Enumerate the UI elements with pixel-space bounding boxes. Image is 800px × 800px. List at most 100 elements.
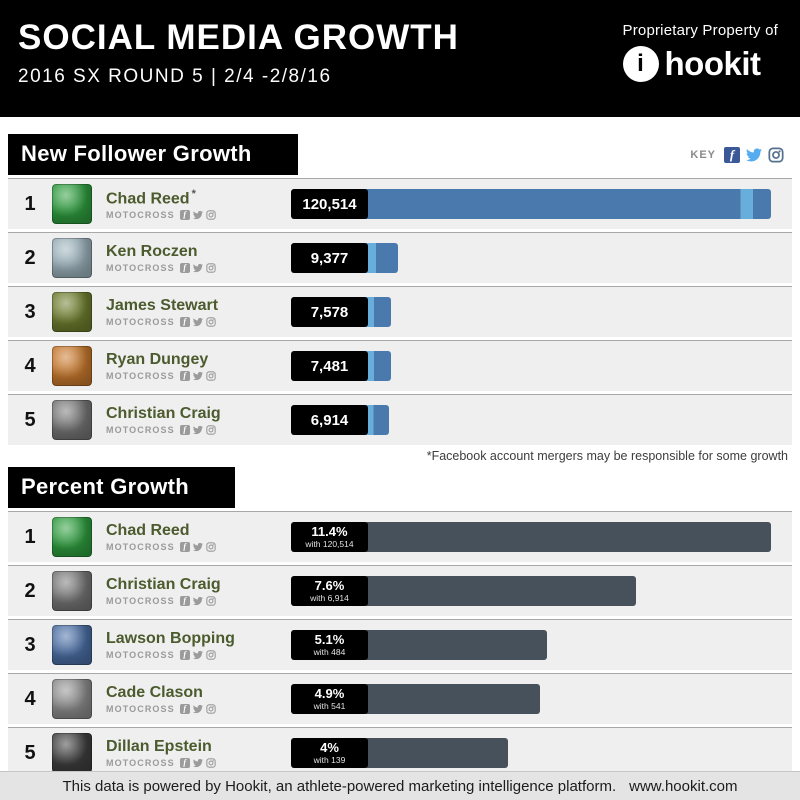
bar-percent-label: 5.1% [314,632,345,648]
bar-fill [366,630,547,660]
growth-bar: 6,914 [291,405,792,435]
athlete-meta: MOTOCROSS f [106,650,291,661]
social-icons: f [179,210,216,221]
athlete-meta: MOTOCROSS f [106,596,291,607]
athlete-name: Christian Craig [106,404,221,422]
growth-bar: 4.9% with 541 [291,684,792,714]
rank-number: 1 [24,525,36,548]
bar-cell: 4.9% with 541 [291,684,792,714]
facebook-icon: f [179,425,190,436]
athlete-photo [52,571,92,611]
athlete-row: 2 Ken Roczen MOTOCROSS f 9,377 [8,232,792,283]
social-icons: f [179,596,216,607]
sport-label: MOTOCROSS [106,317,175,328]
hookit-circle-icon: i [622,46,659,82]
bar-sub-label: with 120,514 [305,539,354,550]
avatar-cell [52,184,106,224]
bar-fill [366,189,771,219]
athlete-row: 1 Chad Reed MOTOCROSS f 11.4% with 120,5… [8,511,792,562]
facebook-icon: f [179,317,190,328]
instagram-icon [206,263,216,274]
athlete-meta: MOTOCROSS f [106,210,291,221]
bar-label-box: 4% with 139 [291,738,368,768]
athlete-info: Ken Roczen MOTOCROSS f [106,243,291,274]
growth-bar: 7,578 [291,297,792,327]
page-footer: This data is powered by Hookit, an athle… [0,771,800,800]
section-title: Percent Growth [8,467,236,508]
athlete-meta: MOTOCROSS f [106,758,291,769]
bar-cell: 6,914 [291,405,792,435]
bar-sub-label: with 541 [313,701,346,712]
hookit-wordmark: hookit [664,45,761,82]
facebook-icon: f [724,146,740,163]
bar-sub-label: with 139 [313,755,346,766]
growth-bar: 120,514 [291,189,792,219]
instagram-icon [768,146,784,163]
twitter-icon [192,263,203,273]
instagram-icon [206,210,216,221]
growth-bar: 9,377 [291,243,792,273]
bar-cell: 5.1% with 484 [291,630,792,660]
social-icons: f [179,371,216,382]
athlete-row: 5 Dillan Epstein MOTOCROSS f 4% with 139 [8,727,792,778]
athlete-info: James Stewart MOTOCROSS f [106,297,291,328]
bar-percent-label: 11.4% [311,524,348,540]
bar-sub-label: with 484 [313,647,346,658]
athlete-info: Cade Clason MOTOCROSS f [106,684,291,715]
twitter-icon [192,596,203,606]
athlete-name: Chad Reed * [106,187,196,207]
bar-label-box: 4.9% with 541 [291,684,368,714]
bar-fill [366,405,389,435]
ranking-list: 1 Chad Reed MOTOCROSS f 11.4% with 120,5… [0,511,800,778]
bar-cell: 4% with 139 [291,738,792,768]
bar-value-label: 6,914 [310,411,349,429]
avatar-cell [52,733,106,773]
bar-fill [366,738,508,768]
twitter-icon [192,371,203,381]
ranking-list: 1 Chad Reed * MOTOCROSS f 120,514 2 [0,178,800,445]
footer-url[interactable]: www.hookit.com [629,777,738,795]
instagram-icon [206,542,216,553]
bar-label-box: 6,914 [291,405,368,435]
brand-pretext: Proprietary Property of [622,22,778,39]
avatar-cell [52,346,106,386]
athlete-row: 4 Cade Clason MOTOCROSS f 4.9% with 541 [8,673,792,724]
rank-number: 2 [24,246,36,269]
athlete-photo [52,517,92,557]
sport-label: MOTOCROSS [106,371,175,382]
facebook-icon: f [179,596,190,607]
avatar-cell [52,292,106,332]
athlete-name: James Stewart [106,296,219,314]
athlete-row: 3 Lawson Bopping MOTOCROSS f 5.1% with 4… [8,619,792,670]
twitter-icon [192,542,203,552]
athlete-name: Lawson Bopping [106,629,235,647]
facebook-icon: f [179,371,190,382]
athlete-meta: MOTOCROSS f [106,425,291,436]
social-icons: f [179,425,216,436]
sport-label: MOTOCROSS [106,542,175,553]
footnote: *Facebook account mergers may be respons… [426,449,788,463]
facebook-icon: f [179,210,190,221]
growth-bar: 11.4% with 120,514 [291,522,792,552]
rank-number: 3 [24,300,36,323]
instagram-icon [206,425,216,436]
section-head: Percent Growth [8,467,792,508]
facebook-icon: f [179,704,190,715]
athlete-info: Ryan Dungey MOTOCROSS f [106,351,291,382]
bar-cell: 7,578 [291,297,792,327]
athlete-row: 3 James Stewart MOTOCROSS f 7,578 [8,286,792,337]
bar-fill [366,684,540,714]
instagram-icon [206,371,216,382]
sport-label: MOTOCROSS [106,650,175,661]
legend-key: KEY f [690,146,784,163]
avatar-cell [52,571,106,611]
bar-percent-label: 4% [320,740,339,756]
bar-fill [366,576,636,606]
bar-percent-label: 4.9% [314,686,345,702]
instagram-icon [206,758,216,769]
rank-number: 2 [24,579,36,602]
growth-bar: 7,481 [291,351,792,381]
bar-label-box: 9,377 [291,243,368,273]
bar-label-box: 7.6% with 6,914 [291,576,368,606]
